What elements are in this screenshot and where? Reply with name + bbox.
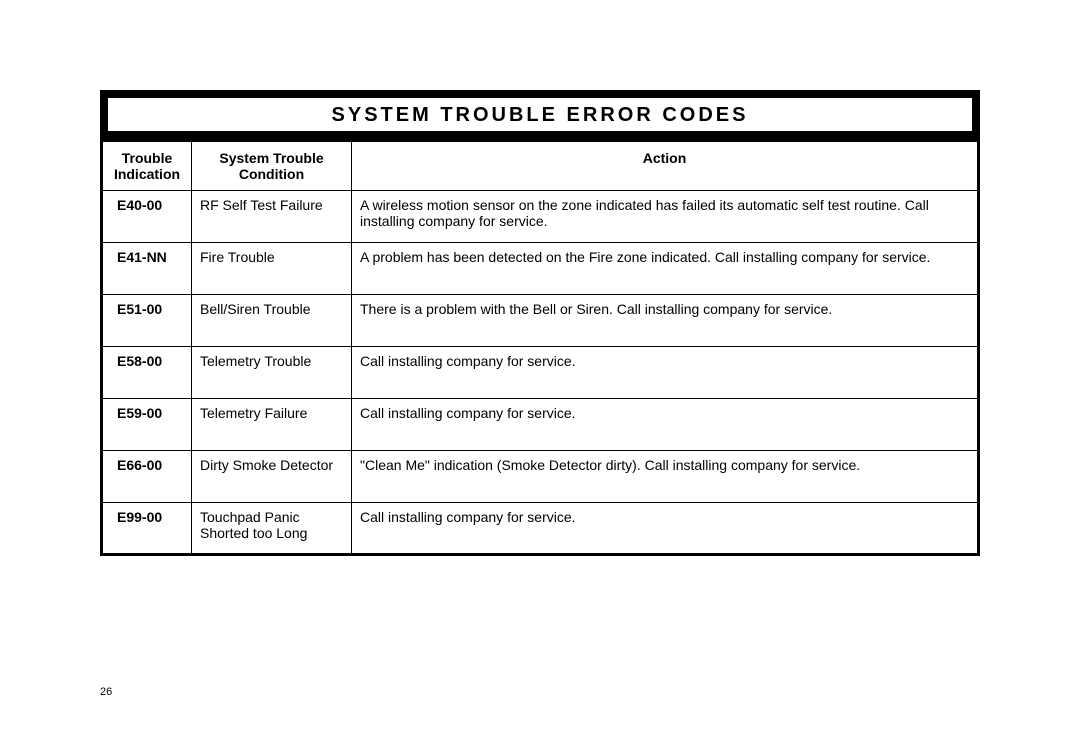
cell-code: E41-NN xyxy=(102,243,192,295)
cell-condition: Dirty Smoke Detector xyxy=(192,451,352,503)
page-number: 26 xyxy=(100,686,112,698)
header-system-condition: System Trouble Condition xyxy=(192,141,352,191)
table-header-row: Trouble Indication System Trouble Condit… xyxy=(102,141,979,191)
cell-code: E99-00 xyxy=(102,503,192,555)
cell-code: E40-00 xyxy=(102,191,192,243)
cell-code: E59-00 xyxy=(102,399,192,451)
error-codes-table: Trouble Indication System Trouble Condit… xyxy=(100,139,980,556)
cell-code: E66-00 xyxy=(102,451,192,503)
cell-action: There is a problem with the Bell or Sire… xyxy=(352,295,979,347)
cell-action: "Clean Me" indication (Smoke Detector di… xyxy=(352,451,979,503)
table-row: E41-NN Fire Trouble A problem has been d… xyxy=(102,243,979,295)
cell-condition: RF Self Test Failure xyxy=(192,191,352,243)
cell-action: Call installing company for service. xyxy=(352,503,979,555)
table-row: E59-00 Telemetry Failure Call installing… xyxy=(102,399,979,451)
table-row: E99-00 Touchpad Panic Shorted too Long C… xyxy=(102,503,979,555)
cell-condition: Telemetry Trouble xyxy=(192,347,352,399)
cell-code: E51-00 xyxy=(102,295,192,347)
cell-condition: Telemetry Failure xyxy=(192,399,352,451)
cell-action: A wireless motion sensor on the zone ind… xyxy=(352,191,979,243)
title-inner: System Trouble Error Codes xyxy=(108,98,972,131)
table-row: E66-00 Dirty Smoke Detector "Clean Me" i… xyxy=(102,451,979,503)
cell-action: A problem has been detected on the Fire … xyxy=(352,243,979,295)
cell-condition: Bell/Siren Trouble xyxy=(192,295,352,347)
table-row: E51-00 Bell/Siren Trouble There is a pro… xyxy=(102,295,979,347)
header-trouble-indication: Trouble Indication xyxy=(102,141,192,191)
cell-action: Call installing company for service. xyxy=(352,399,979,451)
table-row: E58-00 Telemetry Trouble Call installing… xyxy=(102,347,979,399)
cell-condition: Fire Trouble xyxy=(192,243,352,295)
page-title: System Trouble Error Codes xyxy=(332,104,749,126)
table-row: E40-00 RF Self Test Failure A wireless m… xyxy=(102,191,979,243)
cell-action: Call installing company for service. xyxy=(352,347,979,399)
cell-condition: Touchpad Panic Shorted too Long xyxy=(192,503,352,555)
title-bar: System Trouble Error Codes xyxy=(100,90,980,139)
header-action: Action xyxy=(352,141,979,191)
document-page: System Trouble Error Codes Trouble Indic… xyxy=(0,0,1080,586)
cell-code: E58-00 xyxy=(102,347,192,399)
